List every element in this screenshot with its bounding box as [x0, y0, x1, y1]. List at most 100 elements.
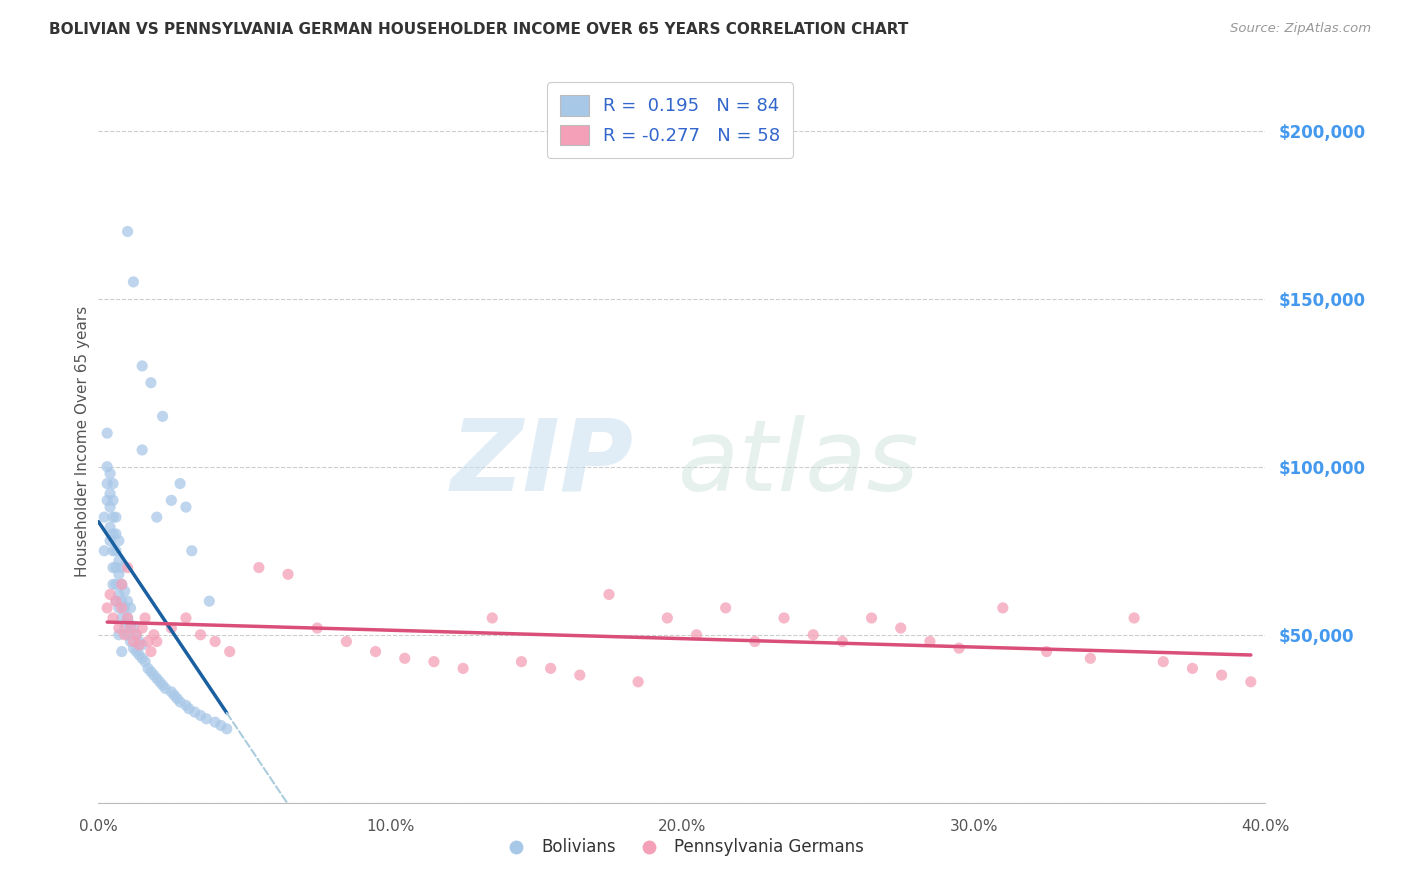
Point: [177, 702, 200, 716]
Point: [1181, 661, 1204, 675]
Point: [335, 634, 357, 648]
Point: [104, 577, 127, 591]
Point: [98, 467, 121, 481]
Point: [108, 554, 131, 568]
Point: [111, 577, 134, 591]
Point: [160, 685, 183, 699]
Point: [104, 510, 127, 524]
Point: [104, 594, 127, 608]
Point: [111, 560, 134, 574]
Text: ZIP: ZIP: [450, 415, 633, 512]
Point: [146, 634, 169, 648]
Point: [247, 560, 270, 574]
Point: [104, 543, 127, 558]
Point: [209, 718, 232, 732]
Point: [96, 426, 118, 441]
Point: [101, 493, 124, 508]
Point: [568, 668, 591, 682]
Point: [948, 641, 970, 656]
Point: [744, 634, 766, 648]
Point: [451, 661, 474, 675]
Point: [108, 621, 131, 635]
Point: [174, 611, 197, 625]
Point: [108, 628, 131, 642]
Point: [174, 500, 197, 514]
Point: [117, 611, 139, 625]
Point: [139, 644, 162, 658]
Point: [96, 459, 118, 474]
Point: [627, 674, 650, 689]
Point: [152, 409, 174, 424]
Point: [111, 644, 134, 658]
Point: [104, 527, 127, 541]
Point: [204, 634, 226, 648]
Point: [890, 621, 912, 635]
Point: [93, 543, 115, 558]
Point: [101, 611, 124, 625]
Point: [114, 584, 136, 599]
Point: [801, 628, 824, 642]
Point: [180, 543, 202, 558]
Point: [111, 594, 134, 608]
Point: [1080, 651, 1102, 665]
Point: [96, 600, 118, 615]
Point: [117, 225, 139, 239]
Point: [657, 611, 679, 625]
Point: [166, 691, 188, 706]
Point: [155, 681, 177, 696]
Point: [510, 655, 533, 669]
Point: [117, 594, 139, 608]
Point: [128, 638, 150, 652]
Point: [122, 634, 145, 648]
Point: [169, 476, 191, 491]
Point: [101, 510, 124, 524]
Y-axis label: Householder Income Over 65 years: Householder Income Over 65 years: [75, 306, 90, 577]
Point: [104, 594, 127, 608]
Point: [98, 486, 121, 500]
Point: [174, 698, 197, 713]
Point: [131, 638, 153, 652]
Point: [128, 634, 150, 648]
Text: atlas: atlas: [678, 415, 920, 512]
Point: [96, 476, 118, 491]
Point: [98, 533, 121, 548]
Point: [1211, 668, 1233, 682]
Point: [218, 644, 240, 658]
Point: [598, 587, 620, 601]
Point: [1240, 674, 1263, 689]
Point: [1152, 655, 1174, 669]
Point: [149, 674, 172, 689]
Point: [195, 712, 218, 726]
Point: [540, 661, 562, 675]
Point: [96, 493, 118, 508]
Point: [101, 476, 124, 491]
Point: [111, 577, 134, 591]
Point: [125, 644, 148, 658]
Point: [190, 708, 212, 723]
Point: [128, 648, 150, 662]
Point: [714, 600, 737, 615]
Point: [918, 634, 941, 648]
Point: [120, 617, 142, 632]
Point: [114, 600, 136, 615]
Point: [831, 634, 853, 648]
Point: [139, 665, 162, 679]
Point: [136, 634, 159, 648]
Point: [117, 628, 139, 642]
Point: [152, 678, 174, 692]
Point: [101, 527, 124, 541]
Point: [146, 672, 169, 686]
Point: [120, 600, 142, 615]
Point: [131, 651, 153, 665]
Point: [104, 560, 127, 574]
Point: [98, 500, 121, 514]
Point: [139, 376, 162, 390]
Point: [169, 695, 191, 709]
Point: [122, 275, 145, 289]
Point: [860, 611, 883, 625]
Point: [277, 567, 299, 582]
Point: [108, 600, 131, 615]
Point: [117, 560, 139, 574]
Point: [134, 611, 156, 625]
Point: [98, 587, 121, 601]
